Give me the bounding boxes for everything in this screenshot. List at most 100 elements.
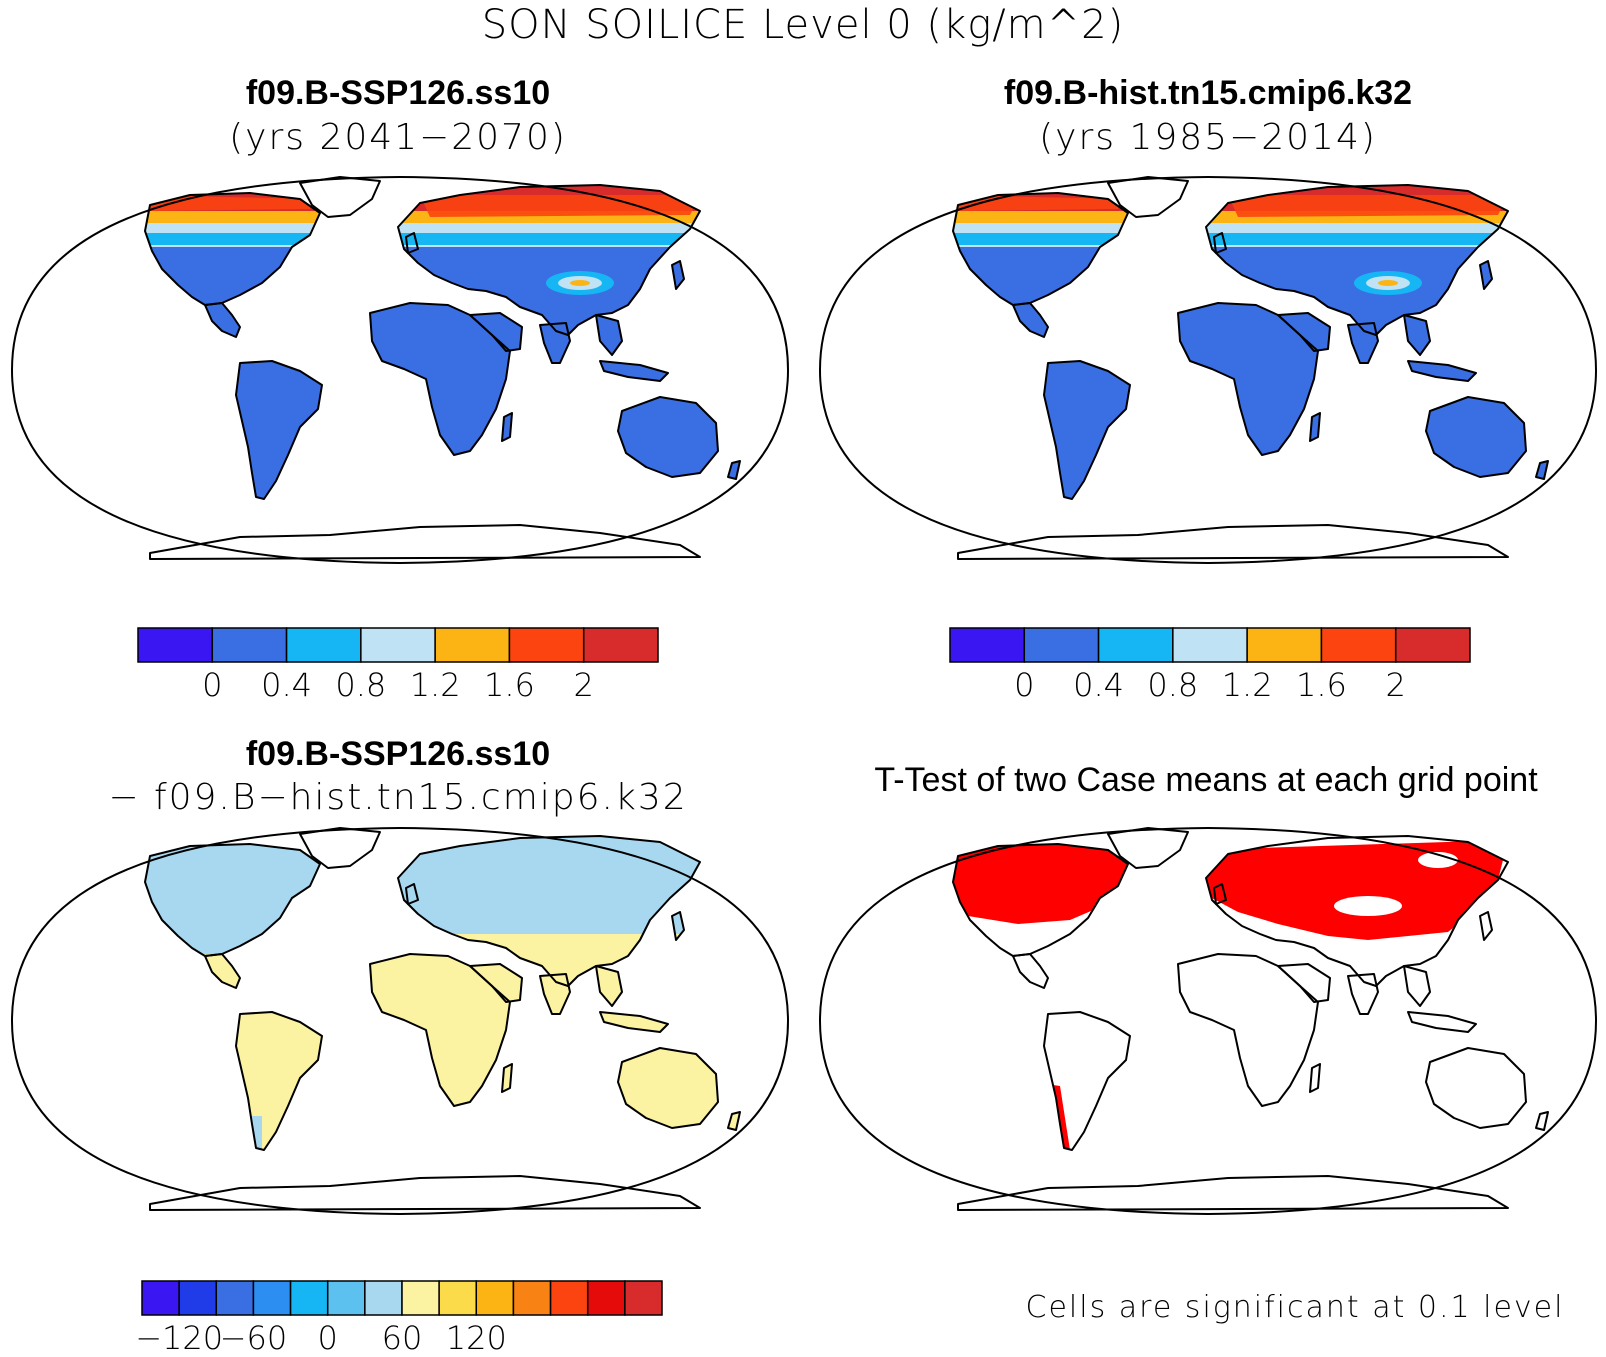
coastline-northAmerica bbox=[144, 192, 321, 306]
coastlines bbox=[952, 827, 1549, 1211]
coastline-uk bbox=[405, 232, 419, 254]
colorbar-tick-label: 0 bbox=[317, 1319, 338, 1357]
coastline-australia bbox=[617, 396, 719, 478]
map-border bbox=[10, 175, 790, 565]
colorbar-tick-label: 0 bbox=[1014, 666, 1035, 704]
coastline-seAsia bbox=[595, 314, 623, 356]
panel-case2-title: f09.B-hist.tn15.cmip6.k32 bbox=[1003, 74, 1413, 112]
coastline-northAmerica bbox=[952, 843, 1129, 957]
coastline-australia bbox=[1425, 1047, 1527, 1129]
coastline-northAmerica bbox=[144, 843, 321, 957]
panel-ttest-title: T-Test of two Case means at each grid po… bbox=[874, 761, 1538, 799]
coastline-antarctica bbox=[149, 524, 701, 560]
colorbar-case1 bbox=[137, 627, 659, 663]
coastline-seAsia bbox=[1403, 965, 1431, 1007]
tibet-ring-core bbox=[1378, 280, 1398, 286]
colorbar-case2 bbox=[949, 627, 1471, 663]
map-border bbox=[10, 826, 790, 1216]
coastlines bbox=[144, 827, 741, 1211]
coastline-nz bbox=[1535, 460, 1549, 480]
tibet-ring-core bbox=[570, 280, 590, 286]
colorbar-swatch bbox=[326, 1280, 366, 1316]
colorbar-tick-label: 2 bbox=[573, 666, 594, 704]
colorbar-swatch bbox=[549, 1280, 589, 1316]
colorbar-swatch bbox=[252, 1280, 292, 1316]
colorbar-swatch bbox=[360, 627, 436, 663]
coastline-madagascar bbox=[501, 412, 513, 442]
coastline-arabia bbox=[1277, 963, 1331, 1003]
coastline-africa bbox=[369, 953, 511, 1107]
coastline-africa bbox=[369, 302, 511, 456]
colorbar-swatch bbox=[512, 1280, 552, 1316]
coastline-india bbox=[539, 973, 571, 1015]
colorbar-swatch bbox=[364, 1280, 403, 1316]
map-border bbox=[818, 826, 1598, 1216]
colorbar-swatch bbox=[1394, 627, 1471, 663]
map-case1 bbox=[10, 175, 790, 565]
colorbar-swatch bbox=[1023, 627, 1100, 663]
coastline-indonesia bbox=[1407, 360, 1477, 382]
colorbar-tick-label: 2 bbox=[1385, 666, 1406, 704]
coastline-northAmerica bbox=[952, 192, 1129, 306]
colorbar-swatch bbox=[508, 627, 585, 663]
panel-diff-subtitle: − f09.B−hist.tn15.cmip6.k32 bbox=[108, 777, 688, 818]
colorbar-swatch bbox=[1246, 627, 1323, 663]
ice-band-orange-red bbox=[953, 195, 1508, 217]
colorbar-swatch bbox=[215, 1280, 255, 1316]
map-ttest bbox=[818, 826, 1598, 1216]
coastline-japan bbox=[1479, 911, 1493, 941]
ice-band-cyan bbox=[953, 233, 1548, 245]
coastline-centralAmerica bbox=[1012, 953, 1049, 989]
coastline-antarctica bbox=[957, 1175, 1509, 1211]
map-border bbox=[818, 175, 1598, 565]
coastlines bbox=[144, 176, 741, 560]
coastline-antarctica bbox=[957, 524, 1509, 560]
map-case2 bbox=[818, 175, 1598, 565]
coastline-japan bbox=[671, 260, 685, 290]
coastline-india bbox=[1347, 973, 1379, 1015]
colorbar-tick-label: 0.4 bbox=[261, 666, 312, 704]
ice-band-orange-red bbox=[145, 195, 700, 217]
coastline-uk bbox=[405, 883, 419, 905]
coastline-centralAmerica bbox=[204, 302, 241, 338]
coastline-japan bbox=[671, 911, 685, 941]
colorbar-swatch bbox=[401, 1280, 440, 1316]
coastline-india bbox=[539, 322, 571, 364]
colorbar-swatch bbox=[289, 1280, 329, 1316]
colorbar-difference bbox=[141, 1280, 663, 1316]
coastline-uk bbox=[1213, 232, 1227, 254]
ttest-significance-note: Cells are significant at 0.1 level bbox=[1025, 1290, 1565, 1325]
not-significant-patch bbox=[1418, 852, 1458, 868]
colorbar-tick-label: 0.8 bbox=[335, 666, 387, 704]
colorbar-swatch bbox=[1097, 627, 1174, 663]
coastline-uk bbox=[1213, 883, 1227, 905]
coastline-southAmerica bbox=[1043, 360, 1131, 500]
colorbar-swatch bbox=[438, 1280, 478, 1316]
panel-case1-subtitle: (yrs 2041−2070) bbox=[229, 117, 567, 158]
colorbar-swatch bbox=[211, 627, 288, 663]
coastline-nz bbox=[727, 1111, 741, 1131]
colorbar-tick-label: 0.8 bbox=[1147, 666, 1199, 704]
panel-case2-subtitle: (yrs 1985−2014) bbox=[1039, 117, 1377, 158]
colorbar-swatch bbox=[1320, 627, 1397, 663]
coastline-arabia bbox=[469, 312, 523, 352]
coastlines bbox=[952, 176, 1549, 560]
coastline-arabia bbox=[1277, 312, 1331, 352]
panel-case1-title: f09.B-SSP126.ss10 bbox=[245, 74, 551, 112]
coastline-seAsia bbox=[595, 965, 623, 1007]
coastline-seAsia bbox=[1403, 314, 1431, 356]
colorbar-tick-label: 1.2 bbox=[1221, 666, 1273, 704]
colorbar-swatch bbox=[475, 1280, 515, 1316]
not-significant-patch bbox=[1334, 896, 1402, 916]
coastline-antarctica bbox=[149, 1175, 701, 1211]
colorbar-swatch bbox=[1172, 627, 1248, 663]
colorbar-swatch bbox=[582, 627, 659, 663]
coastline-indonesia bbox=[599, 360, 669, 382]
coastline-centralAmerica bbox=[204, 953, 241, 989]
panel-diff-title: f09.B-SSP126.ss10 bbox=[245, 735, 551, 773]
coastline-southAmerica bbox=[235, 360, 323, 500]
coastline-australia bbox=[617, 1047, 719, 1129]
colorbar-tick-label: 1.6 bbox=[1295, 666, 1347, 704]
colorbar-swatch bbox=[586, 1280, 626, 1316]
coastline-africa bbox=[1177, 302, 1319, 456]
